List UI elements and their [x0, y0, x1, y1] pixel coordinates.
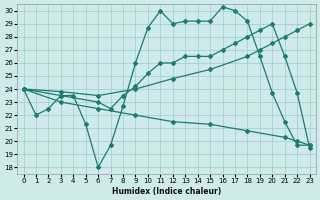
X-axis label: Humidex (Indice chaleur): Humidex (Indice chaleur) — [112, 187, 221, 196]
